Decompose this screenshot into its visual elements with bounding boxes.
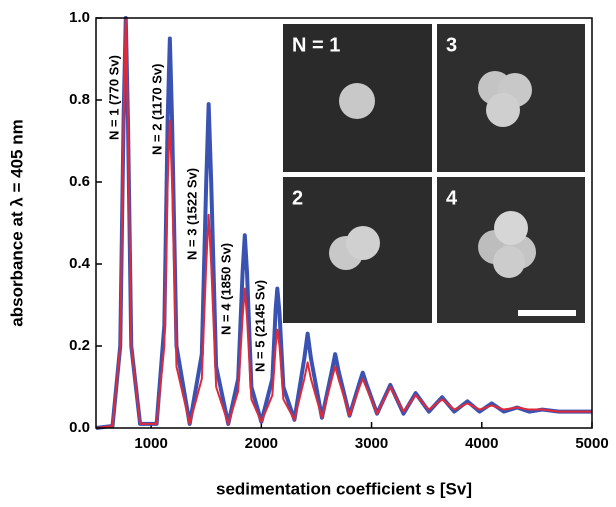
inset-label: 3 <box>446 34 457 56</box>
peak-annotation: N = 4 (1850 Sv) <box>218 243 233 335</box>
y-tick-label: 0.0 <box>69 419 90 436</box>
y-tick-label: 1.0 <box>69 9 90 26</box>
x-axis-label: sedimentation coefficient s [Sv] <box>216 479 472 498</box>
particle <box>494 211 528 245</box>
y-tick-label: 0.8 <box>69 91 90 108</box>
data-line <box>95 16 592 430</box>
plot-frame <box>95 17 593 429</box>
data-line <box>95 17 592 429</box>
x-tick-label: 1000 <box>134 435 167 452</box>
y-axis-label: absorbance at λ = 405 nm <box>7 119 26 326</box>
x-tick-label: 4000 <box>465 435 498 452</box>
y-tick-label: 0.6 <box>69 173 90 190</box>
particle <box>339 83 375 119</box>
x-tick-label: 3000 <box>355 435 388 452</box>
peak-annotation: N = 2 (1170 Sv) <box>149 64 164 155</box>
inset-label: 4 <box>446 187 458 209</box>
y-tick-label: 0.2 <box>69 337 90 354</box>
x-tick-label: 5000 <box>575 435 608 452</box>
peak-annotation: N = 3 (1522 Sv) <box>184 168 199 260</box>
inset <box>283 24 585 323</box>
y-tick-label: 0.4 <box>69 255 91 272</box>
scale-bar <box>518 310 576 316</box>
particle <box>486 93 520 127</box>
particle <box>346 226 380 260</box>
x-tick-label: 2000 <box>245 435 278 452</box>
particle <box>493 246 525 278</box>
peak-annotation: N = 5 (2145 Sv) <box>252 280 267 372</box>
inset-label: N = 1 <box>292 34 340 56</box>
inset-label: 2 <box>292 187 303 209</box>
peak-annotation: N = 1 (770 Sv) <box>106 55 121 140</box>
